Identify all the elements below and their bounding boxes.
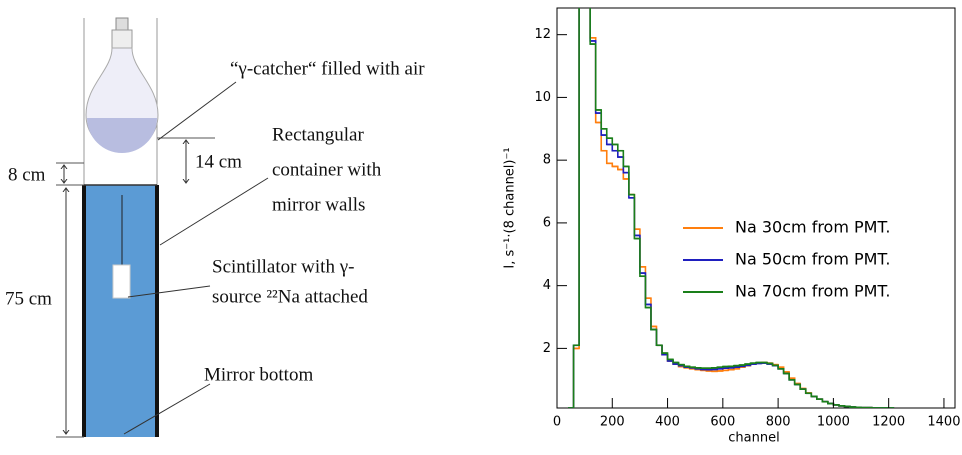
y-tick-label: 6: [543, 215, 551, 230]
x-tick-label: 600: [710, 415, 735, 430]
dimension-label: 75 cm: [5, 288, 52, 309]
diagram: “γ-catcher“ filled with air Rectangular …: [5, 17, 425, 438]
bulb-neck: [111, 29, 133, 49]
label: Mirror bottom: [204, 364, 313, 385]
y-tick-label: 8: [543, 153, 551, 168]
plot-area: [568, 8, 895, 408]
y-tick-label: 12: [534, 27, 551, 42]
plot-frame: [556, 7, 956, 409]
label: “γ-catcher“ filled with air: [230, 58, 425, 79]
x-tick-label: 0: [553, 415, 561, 430]
x-tick-label: 1000: [817, 415, 850, 430]
leader-line: [157, 81, 237, 141]
bulb-cap: [115, 17, 129, 31]
legend-label: Na 30cm from PMT.: [735, 218, 890, 237]
label: mirror walls: [272, 194, 365, 215]
legend-label: Na 70cm from PMT.: [735, 282, 890, 301]
dimension-label: 14 cm: [195, 151, 242, 172]
leader-line: [123, 383, 211, 435]
scintillator: [112, 264, 131, 299]
y-tick-label: 2: [543, 341, 551, 356]
label: source ²²Na attached: [212, 286, 368, 307]
legend-label: Na 50cm from PMT.: [735, 250, 890, 269]
label: Rectangular: [272, 124, 364, 145]
x-tick-label: 800: [766, 415, 791, 430]
y-tick-label: 10: [534, 90, 551, 105]
leader-line: [127, 285, 211, 298]
x-tick-label: 1200: [872, 415, 905, 430]
bulb-liquid: [87, 118, 157, 153]
dimension-label: 8 cm: [8, 164, 46, 185]
step-connector: [568, 8, 895, 408]
x-tick-label: 400: [655, 415, 680, 430]
x-tick-label: 200: [600, 415, 625, 430]
label: Scintillator with γ-: [212, 256, 354, 277]
x-tick-label: 1400: [927, 415, 960, 430]
y-tick-label: 4: [543, 278, 551, 293]
container: [84, 185, 157, 437]
x-axis-label: channel: [728, 431, 779, 446]
step-connector: [568, 8, 895, 408]
y-axis-label: I, s⁻¹·(8 channel)⁻¹: [503, 147, 518, 268]
leader-line: [159, 177, 269, 246]
label: container with: [272, 159, 382, 180]
step-connector: [568, 8, 895, 408]
